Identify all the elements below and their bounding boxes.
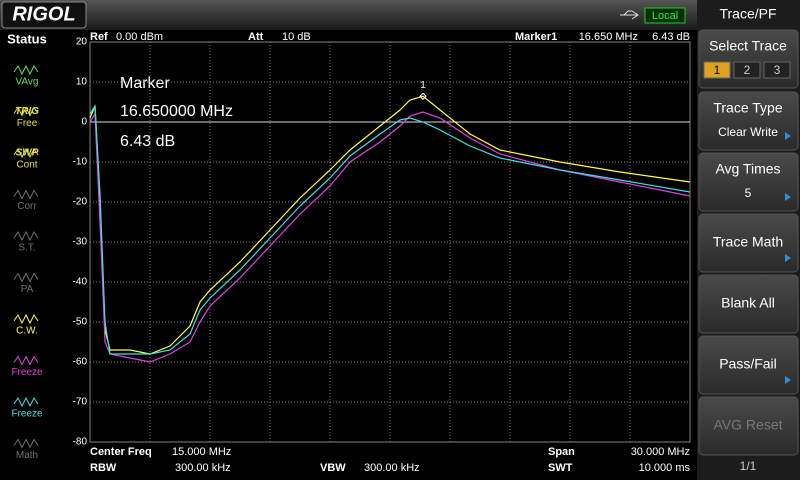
swt-label: SWT xyxy=(548,462,573,474)
status-icon xyxy=(13,147,39,159)
y-tick-label: 0 xyxy=(81,117,87,128)
trace-option[interactable] xyxy=(733,61,761,79)
swt-value: 10.000 ms xyxy=(639,462,691,474)
y-tick-label: -80 xyxy=(73,437,88,448)
center-label: Center Freq xyxy=(90,446,152,458)
menu-button[interactable] xyxy=(698,152,799,212)
menu-title: Trace/PF xyxy=(719,6,776,22)
marker-freq: 16.650 MHz xyxy=(579,31,638,43)
menu-button-label: Blank All xyxy=(721,295,775,311)
y-tick-label: 20 xyxy=(76,37,88,48)
marker-number: 1 xyxy=(420,80,426,91)
submenu-arrow xyxy=(785,254,791,262)
trace-option-label: 1 xyxy=(714,63,721,77)
status-label: Freeze xyxy=(11,367,43,378)
vbw-value: 300.00 kHz xyxy=(364,462,420,474)
status-icon xyxy=(13,355,39,366)
submenu-arrow xyxy=(785,132,791,140)
menu-button[interactable] xyxy=(698,213,799,273)
logo-box xyxy=(1,1,87,29)
local-box xyxy=(644,7,686,24)
menu-button-label: Trace Math xyxy=(713,234,783,250)
y-tick-label: -30 xyxy=(73,237,88,248)
status-label: Cont xyxy=(16,160,37,171)
status-title: SWP xyxy=(16,148,39,159)
y-tick-label: -70 xyxy=(73,397,88,408)
status-icon xyxy=(13,313,39,325)
status-label: VAvg xyxy=(16,77,39,88)
y-tick-label: -50 xyxy=(73,317,88,328)
status-icon xyxy=(13,230,39,242)
status-label: Freeze xyxy=(11,409,43,420)
vbw-label: VBW xyxy=(320,462,346,474)
menu-button-value: Clear Write xyxy=(718,125,778,139)
top-bar xyxy=(0,0,697,30)
menu-button-value: 5 xyxy=(745,186,752,200)
ref-value: 0.00 dBm xyxy=(116,31,163,43)
status-icon xyxy=(13,64,39,76)
marker-readout-title: Marker xyxy=(120,75,170,92)
menu-button[interactable] xyxy=(698,274,799,334)
submenu-arrow xyxy=(785,376,791,384)
usb-icon xyxy=(620,10,639,20)
menu-page: 1/1 xyxy=(740,459,757,473)
status-icon xyxy=(13,106,39,117)
center-value: 15.000 MHz xyxy=(172,446,231,458)
logo: RIGOL xyxy=(12,3,75,25)
status-title: TRIG xyxy=(15,106,39,117)
span-value: 30.000 MHz xyxy=(631,446,690,458)
menu-button-label: Trace Type xyxy=(713,100,782,116)
menu-button-label: Avg Times xyxy=(715,161,780,177)
y-tick-label: -10 xyxy=(73,157,88,168)
y-tick-label: -40 xyxy=(73,277,88,288)
trace xyxy=(89,111,691,363)
status-icon xyxy=(13,438,39,449)
remote-status: Local xyxy=(652,10,678,22)
status-label: Math xyxy=(16,450,38,461)
menu-button-label: Pass/Fail xyxy=(719,356,777,372)
trace-option[interactable] xyxy=(703,61,731,79)
y-tick-label: -60 xyxy=(73,357,88,368)
y-tick-label: 10 xyxy=(76,77,88,88)
trace-option-label: 3 xyxy=(774,63,781,77)
trace-option-label: 2 xyxy=(744,63,751,77)
status-label: C.W. xyxy=(16,326,38,337)
menu-button[interactable] xyxy=(698,91,799,151)
marker-readout-amp: 6.43 dB xyxy=(120,133,175,150)
status-icon xyxy=(13,189,39,200)
status-title: Status xyxy=(7,31,47,46)
menu-button[interactable] xyxy=(698,335,799,395)
att-value: 10 dB xyxy=(282,31,311,43)
ref-label: Ref xyxy=(90,31,108,43)
status-icon xyxy=(13,272,39,283)
rbw-value: 300.00 kHz xyxy=(175,462,231,474)
marker xyxy=(419,92,427,100)
submenu-arrow xyxy=(785,193,791,201)
marker-amp: 6.43 dB xyxy=(652,31,690,43)
menu-button-label: AVG Reset xyxy=(714,417,783,433)
trace xyxy=(89,95,691,355)
rbw-label: RBW xyxy=(90,462,117,474)
span-label: Span xyxy=(548,446,575,458)
status-label: S.T. xyxy=(18,243,35,254)
status-label: Free xyxy=(17,118,38,129)
menu-button[interactable] xyxy=(698,396,799,456)
marker-readout-freq: 16.650000 MHz xyxy=(120,103,233,120)
y-tick-label: -20 xyxy=(73,197,88,208)
trace-option[interactable] xyxy=(763,61,791,79)
status-icon xyxy=(13,396,39,408)
menu-button-label: Select Trace xyxy=(709,38,787,54)
status-label: Corr xyxy=(17,201,37,212)
status-label: PA xyxy=(21,284,34,295)
att-label: Att xyxy=(248,31,264,43)
marker-label: Marker1 xyxy=(515,31,557,43)
trace xyxy=(89,104,691,355)
